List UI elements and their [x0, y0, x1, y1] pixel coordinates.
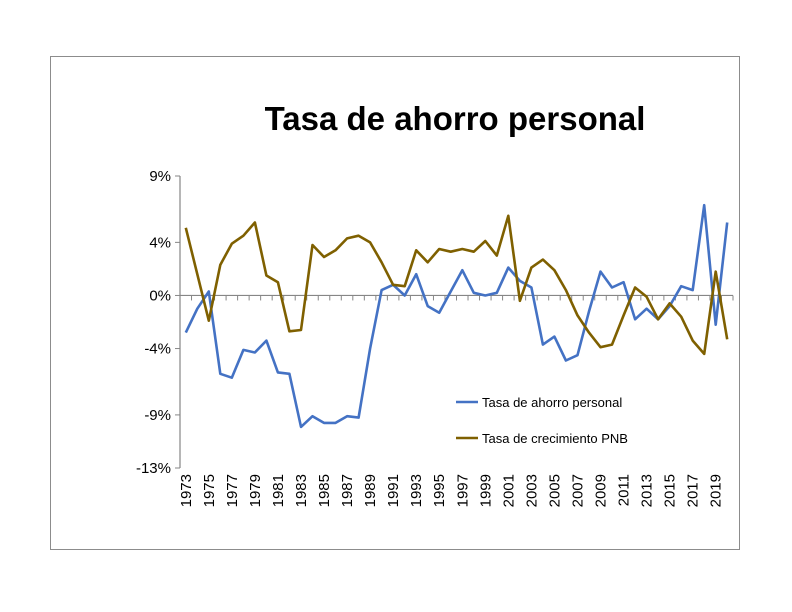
series-line-1: [184, 203, 729, 429]
x-tick-label: 1989: [362, 474, 379, 507]
y-tick-label: 9%: [149, 168, 171, 185]
x-tick-label: 2007: [569, 474, 586, 507]
x-tick-label: 1995: [431, 474, 448, 507]
y-tick-label: 0%: [149, 287, 171, 304]
legend-label-2: Tasa de crecimiento PNB: [482, 431, 628, 446]
x-tick-label: 1991: [385, 474, 402, 507]
series-group: [184, 203, 729, 429]
x-tick-label: 2009: [593, 474, 610, 507]
x-tick-label: 1973: [178, 474, 195, 507]
y-tick-label: 4%: [149, 234, 171, 251]
x-tick-label: 2001: [500, 474, 517, 507]
x-tick-group: 1973 1975 1977 1979 1981 1983 1985 1987 1989 1991…: [178, 295, 734, 507]
x-tick-label: 1997: [454, 474, 471, 507]
chart-frame: [50, 56, 740, 550]
series-line-2: [184, 214, 729, 356]
x-tick-label: 1977: [224, 474, 241, 507]
x-tick-label: 1985: [316, 474, 333, 507]
y-tick-label: -4%: [144, 341, 171, 358]
x-tick-label: 1979: [247, 474, 264, 507]
x-tick-label: 1983: [293, 474, 310, 507]
x-tick-label: 2011: [616, 474, 633, 506]
x-tick-label: 1993: [408, 474, 425, 507]
y-tick-label: -9%: [144, 407, 171, 424]
x-tick-label: 2017: [685, 474, 702, 507]
x-tick-label: 2019: [708, 474, 725, 507]
chart-title: Tasa de ahorro personal: [264, 100, 646, 137]
x-tick-label: 2013: [639, 474, 656, 507]
x-tick-label: 2015: [662, 474, 679, 507]
x-tick-label: 1987: [339, 474, 356, 507]
x-tick-label: 2003: [523, 474, 540, 507]
legend-label-1: Tasa de ahorro personal: [482, 395, 622, 410]
legend: Tasa de ahorro personal Tasa de crecimien…: [456, 395, 628, 446]
x-tick-label: 1975: [201, 474, 218, 507]
x-tick-label: 1981: [270, 474, 287, 507]
y-tick-label: -13%: [136, 460, 171, 477]
y-tick-group: 9% 4% 0% -4% -9% -13%: [136, 168, 180, 477]
x-tick-label: 1999: [477, 474, 494, 507]
x-tick-label: 2005: [546, 474, 563, 507]
axes: [179, 176, 733, 468]
